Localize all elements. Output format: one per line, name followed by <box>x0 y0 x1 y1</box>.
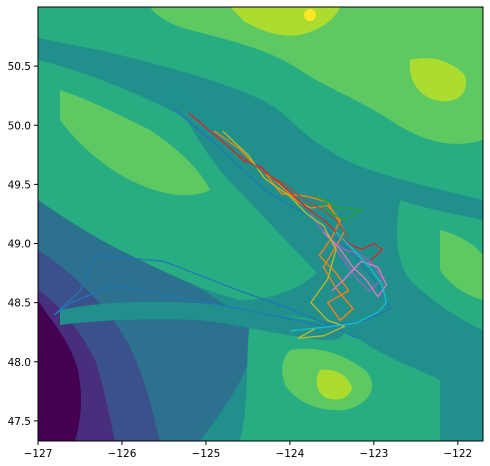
drifter-track-7 <box>222 130 346 339</box>
x-tick-label: −123 <box>359 448 388 460</box>
land-peak-northeast <box>409 58 466 102</box>
y-tick-label: 49.5 <box>8 179 31 191</box>
drifter-track-4 <box>188 112 383 262</box>
x-tick-label: −125 <box>192 448 221 460</box>
y-axis: 47.5 48.0 48.5 49.0 49.5 50.0 50.5 <box>8 61 38 428</box>
x-tick-label: −127 <box>24 448 53 460</box>
drifter-track-3 <box>314 195 362 221</box>
x-axis: −127 −126 −125 −124 −123 −122 <box>24 441 472 460</box>
y-tick-label: 47.5 <box>8 416 31 428</box>
x-tick-label: −124 <box>275 448 304 460</box>
land-peak-south <box>316 369 352 400</box>
drifter-track-8 <box>289 231 388 332</box>
land-peak-top <box>304 9 316 21</box>
land-high-island <box>60 90 210 196</box>
y-tick-label: 50.5 <box>8 61 31 73</box>
land-high-east <box>440 230 483 300</box>
y-tick-label: 48.0 <box>8 357 31 369</box>
drifter-track-5 <box>310 213 383 292</box>
drifter-tracks <box>54 107 392 339</box>
drifter-track-2 <box>213 130 354 322</box>
x-tick-label: −122 <box>443 448 472 460</box>
y-tick-label: 50.0 <box>8 120 31 132</box>
plot-frame <box>37 6 484 442</box>
strait-of-georgia <box>175 95 400 326</box>
y-tick-label: 49.0 <box>8 239 31 251</box>
juan-de-fuca-strait <box>60 301 344 341</box>
y-tick-label: 48.5 <box>8 298 31 310</box>
drifter-track-9 <box>239 154 350 238</box>
contour-background <box>38 7 483 441</box>
land-high-north <box>150 7 483 144</box>
deep-ocean-layer-4 <box>38 300 82 441</box>
drifter-track-6 <box>323 231 388 298</box>
x-tick-label: −126 <box>108 448 137 460</box>
